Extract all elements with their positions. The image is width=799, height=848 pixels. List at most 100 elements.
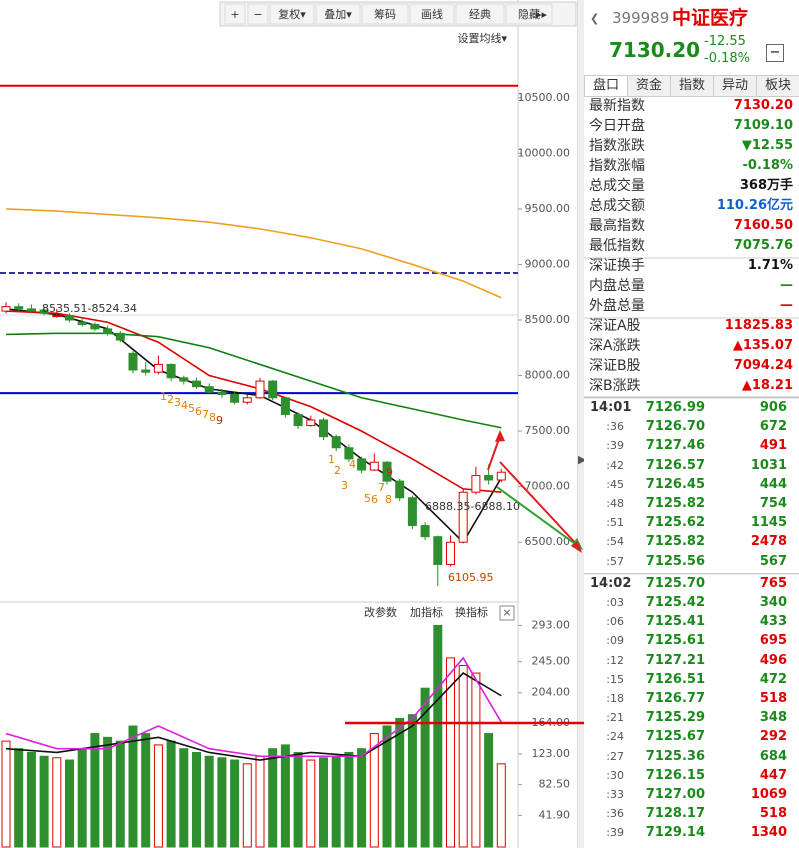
toolbar-label[interactable]: 复权▾ <box>278 7 306 21</box>
arrow <box>496 486 579 547</box>
tick-volume: 684 <box>759 748 787 764</box>
price-annotation: 6888.35-6888.10 <box>425 500 520 513</box>
panel-tab[interactable]: 盘口 <box>584 75 628 97</box>
td-count: 1 <box>160 390 167 403</box>
tick-volume: 672 <box>759 419 787 435</box>
tick-price: 7129.14 <box>645 825 705 841</box>
tick-volume: 754 <box>759 496 787 511</box>
td-count: 2 <box>334 464 341 477</box>
candle-body <box>369 461 379 471</box>
volume-bar <box>382 725 392 848</box>
price-annotation: 8535.51-8524.34 <box>42 302 137 315</box>
volume-bar <box>331 755 341 848</box>
tick-volume: 348 <box>759 710 787 726</box>
toolbar-button[interactable] <box>269 3 315 25</box>
toolbar-button[interactable] <box>361 3 409 25</box>
candle-body <box>115 332 125 341</box>
toolbar-button[interactable] <box>247 3 269 25</box>
last-price: 7130.20 <box>609 38 701 62</box>
info-label: 深证A股 <box>589 318 641 334</box>
toolbar-label[interactable]: + <box>230 8 239 21</box>
toolbar-button[interactable] <box>505 3 553 25</box>
tick-volume: 1031 <box>750 457 787 473</box>
tick-time: :30 <box>606 768 624 782</box>
volume-bar <box>128 725 138 848</box>
info-value: ▼12.55 <box>741 138 793 153</box>
tick-time: :57 <box>606 554 624 568</box>
volume-bar <box>458 665 468 848</box>
volume-bar <box>420 687 430 848</box>
volume-bar <box>103 736 113 848</box>
info-label: 内盘总量 <box>589 278 645 294</box>
ma-settings[interactable]: 设置均线▾ <box>457 31 507 45</box>
tick-time: 14:02 <box>590 575 632 591</box>
tick-time: :39 <box>606 439 624 453</box>
volume-bar <box>26 751 36 848</box>
candle-body <box>230 393 240 403</box>
y-tick-label: 293.00 <box>532 618 571 631</box>
tick-price: 7125.82 <box>645 534 705 550</box>
candle-body <box>446 541 455 565</box>
indicator-button[interactable]: 改参数 <box>364 605 397 619</box>
arrow <box>499 461 581 549</box>
candle-body <box>331 436 341 449</box>
volume-bar <box>39 755 49 848</box>
toolbar-button[interactable] <box>224 3 246 25</box>
toolbar-label[interactable]: 经典 <box>469 7 491 21</box>
toolbar-label[interactable]: 画线 <box>421 7 443 21</box>
toolbar-button[interactable] <box>409 3 455 25</box>
tick-time: :27 <box>606 749 624 763</box>
tick-price: 7125.70 <box>645 575 705 591</box>
toolbar-label[interactable]: − <box>253 8 262 21</box>
candle-body <box>204 386 214 393</box>
splitter-arrow: ▶ <box>578 453 587 466</box>
td-count: 6 <box>195 405 202 418</box>
candle-body <box>496 471 506 481</box>
y-tick-label: 10000.00 <box>518 146 571 159</box>
y-tick-label: 8500.00 <box>525 313 571 326</box>
tick-time: :12 <box>606 653 624 667</box>
y-tick-label: 10500.00 <box>518 91 571 104</box>
indicator-button[interactable]: 换指标 <box>455 605 488 619</box>
candle-body <box>344 447 354 460</box>
volume-bar <box>357 748 367 848</box>
volume-bar <box>115 740 125 848</box>
candle-body <box>420 525 430 538</box>
panel-bg <box>584 0 799 848</box>
tick-time: :18 <box>606 692 624 705</box>
info-value: 1.71% <box>747 258 793 273</box>
volume-bar <box>306 759 316 848</box>
tick-time: :39 <box>606 826 624 840</box>
volume-bar <box>446 657 455 848</box>
panel-tab[interactable]: 异动 <box>713 75 757 97</box>
y-tick-label: 123.00 <box>532 747 571 760</box>
toolbar-button[interactable] <box>315 3 361 25</box>
candle-body <box>103 328 113 334</box>
info-label: 深A涨跌 <box>589 338 641 354</box>
collapse-button[interactable]: − <box>766 44 784 62</box>
close-button[interactable] <box>499 605 515 621</box>
panel-tab[interactable]: 资金 <box>627 75 671 97</box>
indicator-button[interactable]: 加指标 <box>410 605 443 619</box>
toolbar-label[interactable]: 隐藏 <box>518 8 540 21</box>
toolbar-label[interactable]: 筹码 <box>374 7 396 21</box>
tick-volume: 567 <box>759 553 787 569</box>
candle-body <box>382 461 392 482</box>
candle-body <box>179 377 189 382</box>
td-count: 9 <box>216 414 223 427</box>
toolbar-label[interactable]: 叠加▾ <box>324 8 352 21</box>
panel-tab[interactable]: 指数 <box>670 75 714 97</box>
panel-tab[interactable]: 板块 <box>756 75 799 97</box>
toolbar-button[interactable] <box>455 3 505 25</box>
tick-volume: 472 <box>759 671 787 687</box>
tick-time: :09 <box>606 634 624 648</box>
volume-average <box>5 656 502 758</box>
info-value: ▲135.07 <box>732 338 793 353</box>
tick-volume: 765 <box>759 575 787 591</box>
tick-price: 7125.67 <box>645 729 705 745</box>
y-tick-label: 245.00 <box>532 655 571 668</box>
candle-body <box>14 306 24 310</box>
tick-volume: 518 <box>759 691 787 706</box>
volume-bar <box>471 672 481 848</box>
